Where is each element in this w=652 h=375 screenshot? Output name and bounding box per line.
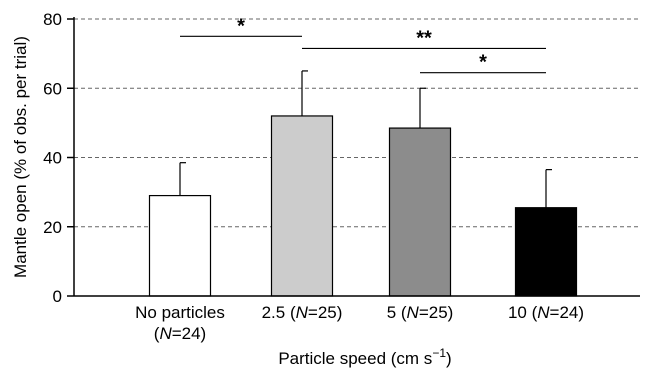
y-axis-label: Mantle open (% of obs. per trial) (11, 36, 30, 278)
significance-label: * (237, 15, 245, 37)
x-tick-label: No particles (135, 303, 225, 322)
y-tick-label: 0 (53, 287, 62, 306)
x-axis-label: Particle speed (cm s−1) (278, 346, 451, 368)
x-tick-label: 2.5 (N=25) (262, 303, 343, 322)
x-tick-label-line2: (N=24) (154, 324, 206, 343)
y-tick-label: 80 (43, 10, 62, 29)
significance-brackets: **** (180, 15, 546, 74)
bar (270, 115, 334, 297)
significance-label: * (479, 52, 487, 74)
axes (67, 17, 640, 297)
bar (388, 127, 452, 297)
significance-label: ** (416, 27, 432, 49)
x-axis-label-superscript: −1 (432, 346, 446, 360)
bar (514, 207, 578, 297)
x-tick-label: 5 (N=25) (387, 303, 454, 322)
bars (148, 70, 578, 297)
y-tick-label: 40 (43, 149, 62, 168)
x-axis-label-main: Particle speed (cm s (278, 349, 432, 368)
y-tick-label: 20 (43, 218, 62, 237)
tick-labels: 0 20 40 60 80 No particles (N=24) 2.5 (N=25) 5 (… (43, 10, 584, 343)
bar (148, 194, 212, 297)
x-axis-label-close: ) (446, 349, 452, 368)
x-tick-label: 10 (N=24) (508, 303, 584, 322)
y-tick-label: 60 (43, 79, 62, 98)
